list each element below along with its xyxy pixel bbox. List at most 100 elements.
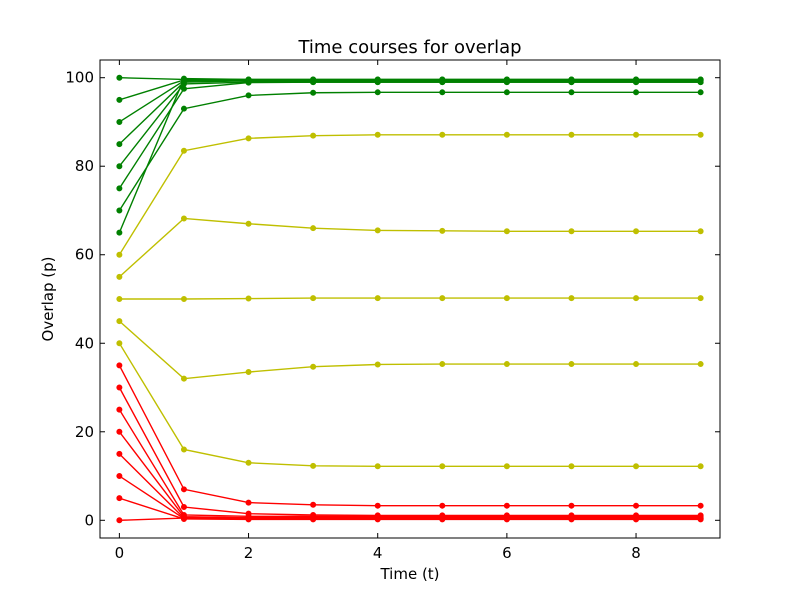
data-point <box>439 76 446 83</box>
data-point <box>116 141 123 148</box>
data-point <box>116 207 123 214</box>
data-point <box>568 361 575 368</box>
data-point <box>180 215 187 222</box>
data-point <box>116 118 123 125</box>
data-point <box>374 463 381 470</box>
data-point <box>116 406 123 413</box>
data-point <box>116 251 123 258</box>
data-point <box>310 225 317 232</box>
data-point <box>697 361 704 368</box>
data-point <box>116 473 123 480</box>
y-tick-label: 100 <box>65 69 94 87</box>
data-point <box>180 504 187 511</box>
series-line <box>118 365 701 507</box>
data-point <box>439 463 446 470</box>
data-point <box>439 89 446 96</box>
x-tick-label: 6 <box>502 544 512 562</box>
data-point <box>503 361 510 368</box>
data-point <box>180 375 187 382</box>
data-point <box>180 80 187 87</box>
data-point <box>180 85 187 92</box>
data-point <box>180 446 187 453</box>
series-line <box>118 81 701 189</box>
data-point <box>245 220 252 227</box>
data-point <box>374 361 381 368</box>
data-point <box>439 295 446 302</box>
data-point <box>116 296 123 302</box>
data-point <box>503 295 510 302</box>
data-point <box>568 76 575 83</box>
data-point <box>633 515 640 522</box>
data-point <box>633 131 640 138</box>
data-point <box>568 89 575 96</box>
data-point <box>245 499 252 506</box>
series-points <box>116 74 704 524</box>
data-point <box>245 515 252 522</box>
y-tick-label: 20 <box>75 423 94 441</box>
data-point <box>374 502 381 509</box>
data-point <box>310 515 317 522</box>
series-line <box>119 297 701 300</box>
x-tick-label: 2 <box>244 544 254 562</box>
data-point <box>310 501 317 508</box>
data-point <box>116 384 123 391</box>
data-point <box>180 515 187 522</box>
data-point <box>439 227 446 234</box>
series-line <box>118 409 701 518</box>
data-point <box>116 428 123 435</box>
data-point <box>116 495 123 502</box>
series-line <box>118 342 701 467</box>
data-point <box>116 318 123 325</box>
data-point <box>633 463 640 470</box>
data-point <box>116 229 123 236</box>
data-point <box>697 515 704 522</box>
data-point <box>116 517 123 524</box>
data-point <box>116 74 123 81</box>
data-point <box>697 89 704 96</box>
x-tick-label: 0 <box>115 544 125 562</box>
chart-title: Time courses for overlap <box>297 37 521 58</box>
data-point <box>310 76 317 83</box>
data-point <box>568 228 575 235</box>
series-line <box>118 387 701 517</box>
data-point <box>568 463 575 470</box>
series-line <box>118 77 701 233</box>
data-point <box>245 135 252 142</box>
series-line <box>118 320 701 380</box>
series-line <box>118 217 701 278</box>
data-point <box>245 92 252 99</box>
data-point <box>245 369 252 376</box>
data-point <box>374 227 381 234</box>
data-point <box>374 295 381 302</box>
data-point <box>116 273 123 280</box>
data-point <box>116 450 123 457</box>
data-point <box>503 228 510 235</box>
series-lines <box>118 77 701 521</box>
data-point <box>439 515 446 522</box>
data-point <box>439 361 446 368</box>
series-line <box>119 497 701 521</box>
data-point <box>310 132 317 139</box>
data-point <box>633 89 640 96</box>
data-point <box>245 295 252 302</box>
y-tick-label: 80 <box>75 157 94 175</box>
series-line <box>118 80 701 145</box>
data-point <box>439 502 446 509</box>
data-point <box>374 89 381 96</box>
y-tick-label: 40 <box>75 334 94 352</box>
x-axis-label: Time (t) <box>379 565 439 583</box>
data-point <box>116 362 123 369</box>
data-point <box>180 147 187 154</box>
data-point <box>503 131 510 138</box>
data-point <box>633 295 640 302</box>
y-tick-label: 0 <box>84 511 94 529</box>
data-point <box>633 502 640 509</box>
data-point <box>568 502 575 509</box>
data-point <box>697 76 704 83</box>
data-point <box>697 228 704 235</box>
data-point <box>633 228 640 235</box>
data-point <box>503 515 510 522</box>
data-point <box>503 76 510 83</box>
